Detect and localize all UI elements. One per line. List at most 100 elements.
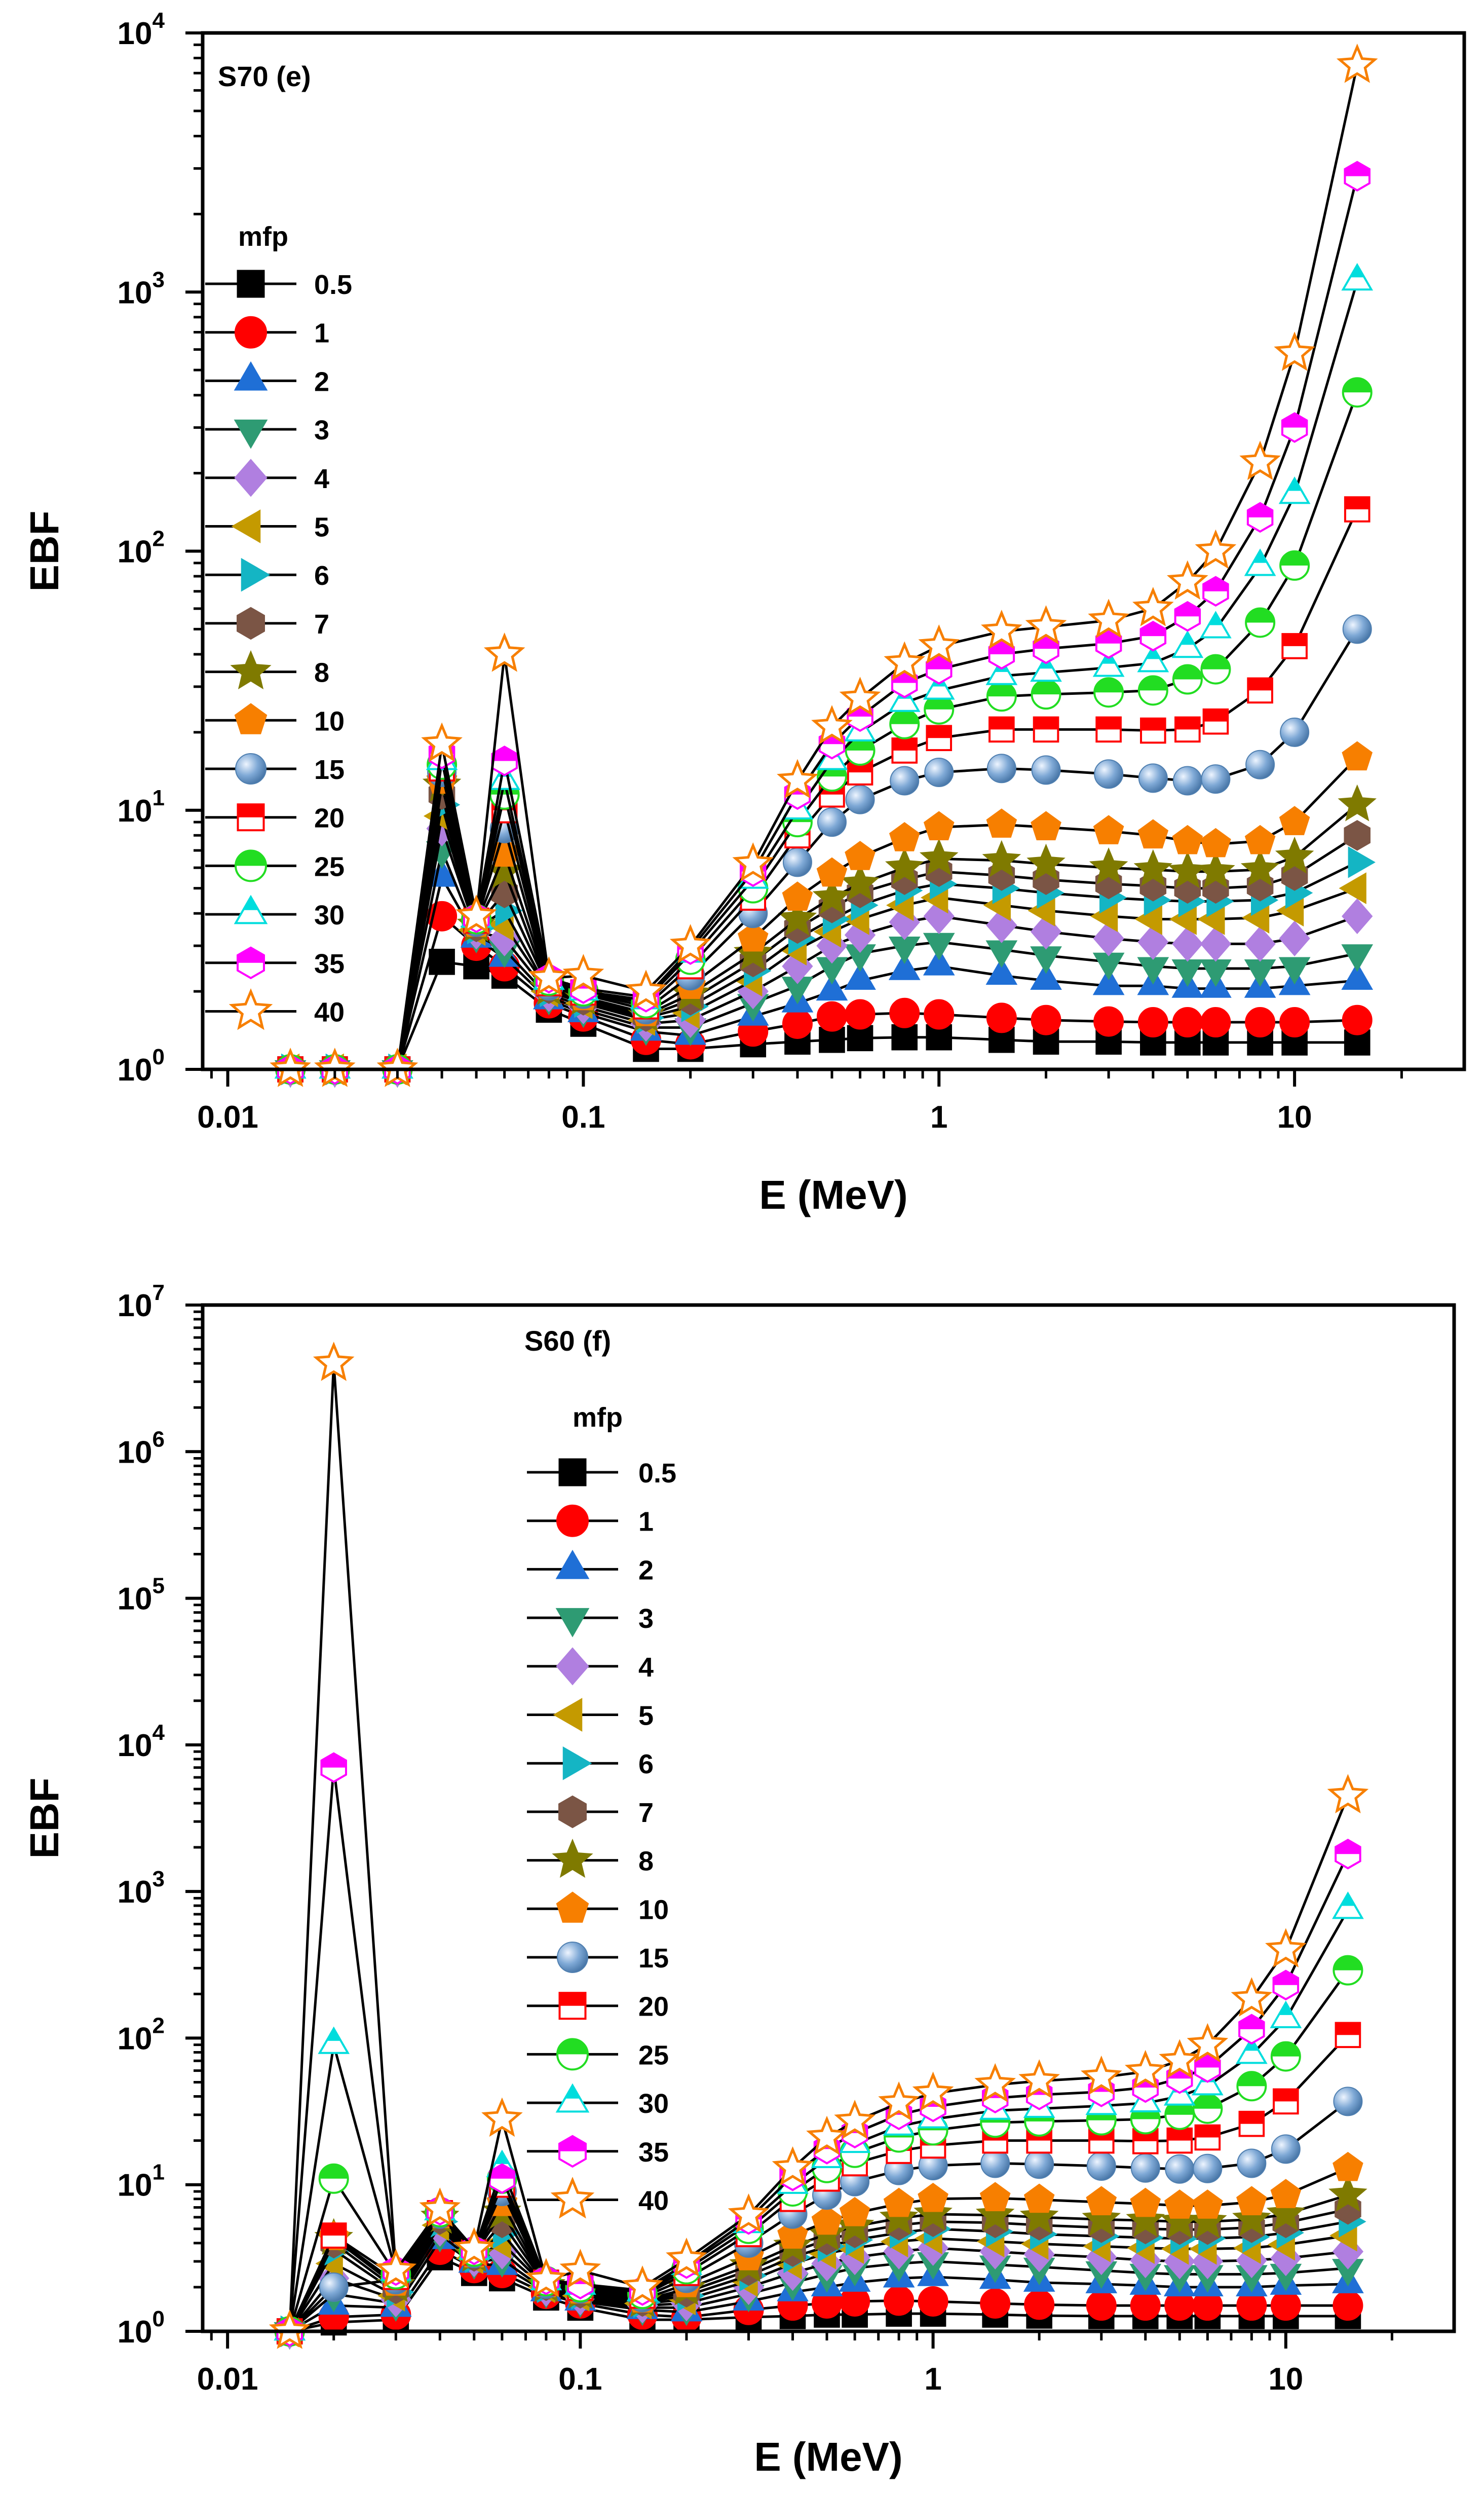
data-point [1238, 2110, 1265, 2137]
data-point [737, 922, 769, 952]
data-point [666, 2237, 707, 2277]
data-point [923, 898, 955, 935]
data-point [845, 841, 876, 870]
data-point [1124, 2050, 1166, 2090]
plot-area-e [270, 43, 1378, 1088]
legend-label: 5 [638, 1701, 654, 1731]
y-tick-base: 10 [118, 2168, 153, 2203]
data-point [924, 999, 955, 1030]
data-point [1332, 1891, 1364, 1919]
data-point [1200, 654, 1231, 685]
legend-marker [234, 703, 268, 734]
y-tick-exponent: 2 [153, 527, 165, 551]
data-point [777, 2219, 808, 2249]
data-point [1132, 587, 1174, 626]
x-tick-label: 10 [1268, 2362, 1303, 2397]
data-point [1086, 2151, 1116, 2181]
data-point [1093, 815, 1124, 844]
legend-marker [235, 849, 267, 882]
y-tick-base: 10 [118, 1053, 153, 1088]
data-point [816, 1001, 847, 1032]
data-point [1279, 1007, 1310, 1038]
data-point [844, 962, 876, 990]
data-point [1166, 2127, 1193, 2154]
data-point [1278, 957, 1311, 985]
data-point [782, 948, 813, 984]
data-point [1093, 1006, 1124, 1037]
data-point [1270, 2290, 1301, 2321]
panel-label-f: S60 (f) [524, 1325, 611, 1357]
data-point [1200, 1007, 1231, 1038]
legend-entry: 4 [205, 459, 329, 497]
data-point [1089, 847, 1128, 884]
legend-entry: 0.5 [527, 1458, 676, 1489]
data-point [1192, 2189, 1223, 2219]
data-point [985, 940, 1018, 968]
data-point [847, 1025, 873, 1052]
data-point [884, 2285, 915, 2316]
data-point [986, 808, 1017, 838]
legend-label: 1 [314, 318, 329, 349]
data-point [980, 2288, 1011, 2319]
legend-entry: 1 [205, 316, 329, 349]
data-point [320, 1752, 347, 1783]
data-point [777, 759, 818, 799]
data-point [1245, 1007, 1276, 1038]
data-point [1138, 763, 1168, 793]
data-point [926, 725, 953, 752]
data-point [1200, 926, 1232, 962]
legend-marker [558, 2135, 587, 2168]
data-point [1188, 2201, 1227, 2239]
data-point [1026, 843, 1066, 881]
legend-marker [235, 753, 267, 785]
x-tick-label: 10 [1277, 1100, 1312, 1135]
y-tick-exponent: 3 [153, 267, 165, 292]
data-point [918, 624, 960, 664]
legend-entry: 25 [205, 849, 345, 882]
x-tick-label: 0.1 [558, 2362, 602, 2397]
data-point [890, 766, 920, 796]
y-tick-label: 103 [118, 267, 165, 310]
data-point [1275, 836, 1314, 874]
y-tick-base: 10 [118, 535, 153, 570]
y-tick-label: 104 [118, 1720, 165, 1763]
data-point [979, 2182, 1011, 2211]
data-point [1171, 959, 1204, 987]
data-point [839, 677, 881, 716]
data-point [320, 2222, 347, 2249]
legend-marker [235, 316, 267, 349]
legend-entry: 35 [527, 2135, 669, 2168]
data-point [622, 2265, 663, 2305]
data-point [1196, 851, 1235, 888]
legend-marker [555, 2083, 590, 2113]
x-axis-label-e: E (MeV) [759, 1172, 907, 1217]
legend-marker [237, 803, 265, 832]
legend-label: 30 [314, 900, 345, 931]
data-point [1172, 825, 1203, 854]
data-point [1137, 645, 1169, 673]
y-tick-base: 10 [118, 2021, 153, 2056]
data-point [1281, 633, 1308, 659]
legend-entry: 8 [527, 1838, 654, 1878]
data-point [1082, 2199, 1121, 2236]
y-tick-exponent: 3 [153, 1867, 165, 1891]
data-point [1280, 717, 1310, 747]
legend-label: 1 [638, 1507, 654, 1537]
legend-label: 40 [314, 997, 345, 1028]
legend-entry: 3 [205, 415, 329, 449]
legend-label: 6 [314, 561, 329, 591]
legend-entry: 8 [205, 650, 329, 690]
legend-marker [234, 361, 268, 391]
legend-label: 30 [638, 2089, 669, 2119]
data-point [914, 2193, 953, 2231]
data-point [313, 1342, 355, 1381]
data-point [1093, 677, 1124, 708]
data-point [525, 2258, 567, 2297]
legend-label: 40 [638, 2186, 669, 2216]
legend-label: 0.5 [638, 1458, 676, 1489]
data-point [839, 2197, 870, 2226]
data-point [981, 609, 1022, 649]
